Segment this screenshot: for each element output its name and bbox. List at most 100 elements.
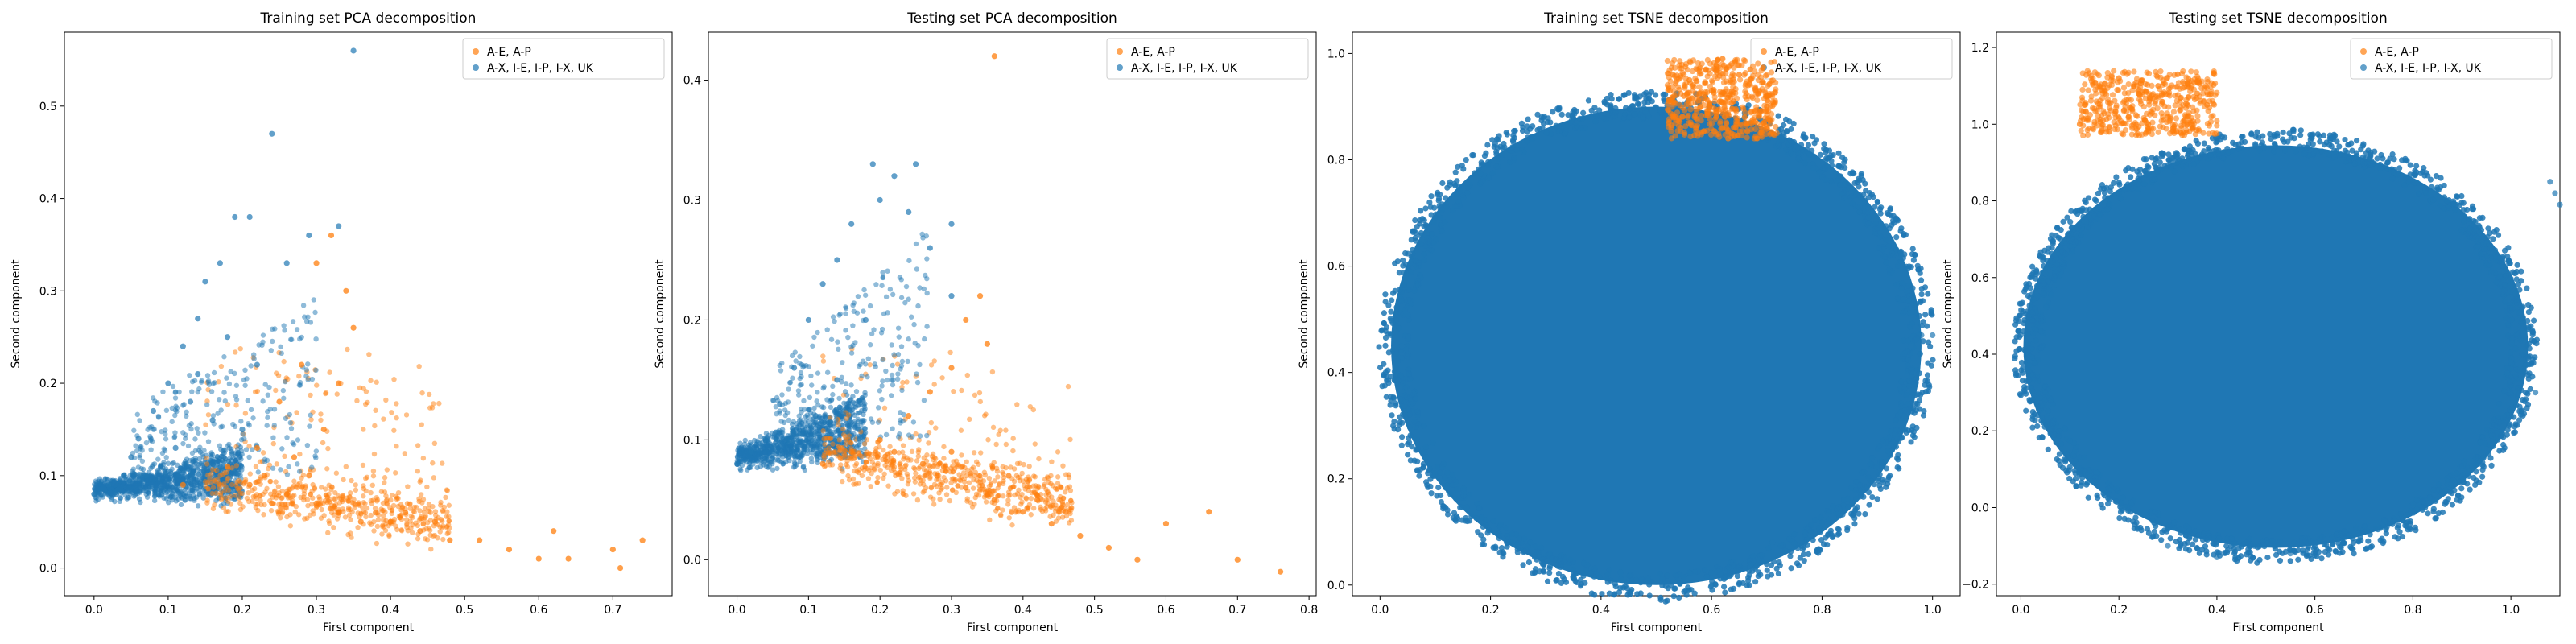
scatter-point [368,378,374,384]
scatter-point [163,436,169,442]
scatter-point [295,461,300,467]
scatter-point [438,502,444,508]
scatter-point [264,485,270,492]
scatter-point-0 [1077,532,1084,539]
scatter-point [906,432,912,438]
scatter-point-1 [91,491,97,497]
scatter-point-0 [1234,556,1241,563]
scatter-point-1 [246,213,253,221]
x-tick-label: 0.0 [1371,604,1389,617]
scatter-point [1050,483,1056,489]
scatter-point [297,382,303,388]
scatter-point [1520,562,1526,568]
scatter-point [368,522,374,527]
scatter-point [835,339,840,345]
scatter-point [976,390,983,396]
scatter-point [428,546,434,552]
scatter-point [896,334,902,340]
scatter-point [264,423,270,428]
scatter-point [239,490,246,497]
scatter-point [830,383,836,390]
scatter-point [1393,350,1400,357]
scatter-point [1880,253,1887,259]
scatter-point [851,468,857,474]
scatter-point [210,462,217,468]
scatter-point [216,397,222,402]
scatter-point [186,423,192,428]
scatter-point [951,389,956,394]
scatter-point [287,411,293,418]
panel-training-tsne: Training set TSNE decomposition First co… [1298,10,1961,634]
scatter-point [861,441,868,447]
scatter-point [279,350,284,357]
scatter-point [972,473,978,478]
scatter-point [180,440,186,447]
scatter-point [409,530,415,535]
scatter-point [914,371,919,377]
scatter-point [363,475,369,481]
scatter-point [931,502,937,507]
scatter-point [966,480,972,485]
scatter-point [1631,111,1637,118]
scatter-point [777,362,782,369]
scatter-point [109,495,115,501]
scatter-point [304,497,311,502]
scatter-point [763,463,770,469]
scatter-point [994,469,1001,474]
scatter-point [218,363,225,369]
scatter-point [233,493,238,498]
scatter-point [1905,349,1911,355]
scatter-point [983,499,989,505]
scatter-point [291,478,297,484]
y-tick-label: 0.0 [39,563,57,576]
scatter-point [395,503,401,510]
scatter-point [949,487,956,493]
scatter-point [265,415,270,420]
scatter-point [221,354,227,360]
scatter-point [205,439,212,444]
scatter-point [917,433,923,439]
scatter-point [440,536,446,543]
scatter-point-0 [447,537,453,543]
scatter-point [828,397,835,403]
scatter-point-1 [948,293,955,299]
scatter-point [1532,543,1538,550]
scatter-point-1 [180,343,186,349]
scatter-point [1853,496,1860,502]
scatter-point [211,369,217,376]
scatter-point [180,402,186,408]
scatter-point [804,412,810,418]
scatter-point [318,515,324,521]
scatter-point-0 [328,232,335,239]
scatter-point [794,443,799,449]
scatter-point [840,478,845,485]
scatter-point-0 [357,518,364,525]
scatter-point [196,492,203,498]
scatter-point [1580,109,1587,116]
x-tick-label: 0.4 [1592,604,1610,617]
scatter-point [180,468,186,473]
scatter-point [794,433,799,440]
scatter-point [889,342,894,348]
scatter-point [848,456,854,462]
scatter-point [844,464,851,470]
scatter-point [1403,353,1410,359]
scatter-point [1889,447,1896,453]
scatter-point [138,472,144,477]
scatter-point [840,469,845,474]
scatter-point-1 [784,436,791,443]
scatter-point [204,461,210,467]
scatter-point-1 [239,426,246,433]
scatter-point [204,455,209,461]
scatter-point [868,484,873,489]
scatter-point-0 [373,510,379,516]
scatter-point [200,452,205,457]
scatter-point [332,497,338,502]
scatter-point [1810,134,1816,140]
scatter-point [190,466,196,472]
scatter-point [857,436,862,442]
scatter-point [170,383,176,390]
scatter-point [774,435,779,440]
chart-title: Testing set PCA decomposition [906,10,1117,27]
scatter-point [997,427,1003,433]
